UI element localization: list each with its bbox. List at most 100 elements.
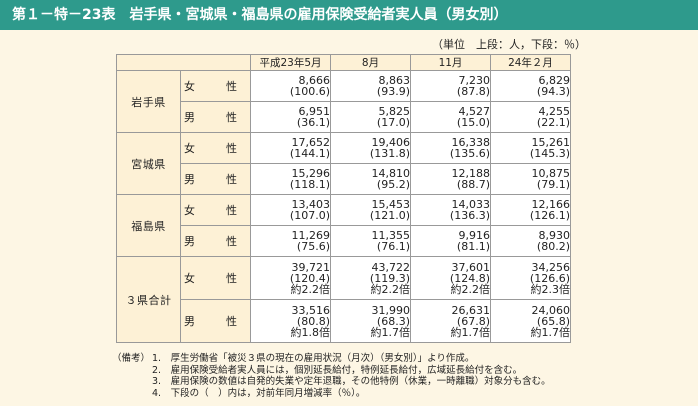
value-cell: 8,666 (100.6) <box>250 70 331 102</box>
rate-value: (119.3) <box>369 271 410 285</box>
count-value: 43,722 <box>371 260 411 274</box>
table-row: 男 性 33,516 (80.8) 約1.8倍 31,990 (68.3) 約1.7倍 26,… <box>117 299 571 343</box>
sex-label: 男 性 <box>180 163 251 195</box>
note-text: 3. 雇用保険の数値は自発的失業や定年退職，その他特例（休業，一時離職）対象分も… <box>152 376 551 387</box>
data-table: 平成23年5月 8月 11月 24年２月 岩手県女 性 8,666 (100.6) 8… <box>116 54 571 343</box>
count-value: 26,631 <box>451 303 491 317</box>
rate-value: (118.1) <box>289 178 330 191</box>
count-value: 15,296 <box>291 167 331 180</box>
rate-value: (126.1) <box>529 209 570 222</box>
column-header: 平成23年5月 <box>250 54 331 71</box>
value-cell: 14,810 (95.2) <box>330 163 411 195</box>
count-value: 31,990 <box>371 303 411 317</box>
ratio-value: 約2.2倍 <box>290 282 331 296</box>
table-body: 岩手県女 性 8,666 (100.6) 8,863 (93.9) 7,230 (87.8)… <box>116 70 571 343</box>
unit-label: （単位 上段：人，下段：％） <box>432 38 586 51</box>
table-title: 第１－特－23表 岩手県・宮城県・福島県の雇用保険受給者実人員（男女別） <box>0 0 698 30</box>
rate-value: (95.2) <box>376 178 410 191</box>
ratio-value: 約2.2倍 <box>450 282 491 296</box>
value-cell: 17,652 (144.1) <box>250 132 331 164</box>
sex-label: 男 性 <box>180 101 251 133</box>
value-cell: 14,033 (136.3) <box>410 194 491 226</box>
value-cell: 33,516 (80.8) 約1.8倍 <box>250 299 331 343</box>
rate-value: (120.4) <box>289 271 330 285</box>
value-cell: 13,403 (107.0) <box>250 194 331 226</box>
count-value: 33,516 <box>291 303 331 317</box>
note-item: 4. 下段の（ ）内は，対前年同月増減率（％）。 <box>112 388 551 400</box>
value-cell: 16,338 (135.6) <box>410 132 491 164</box>
note-item: 3. 雇用保険の数値は自発的失業や定年退職，その他特例（休業，一時離職）対象分も… <box>112 376 551 388</box>
rate-value: (94.3) <box>536 85 570 98</box>
rate-value: (17.0) <box>376 116 410 129</box>
note-item: （備考） 1. 厚生労働省「被災３県の現在の雇用状況（月次）（男女別）」より作成… <box>112 353 551 365</box>
count-value: 7,230 <box>458 74 491 87</box>
count-value: 6,951 <box>298 105 331 118</box>
sex-label: 男 性 <box>180 299 251 343</box>
sex-label: 女 性 <box>180 194 251 226</box>
value-cell: 34,256 (126.6) 約2.3倍 <box>490 256 571 300</box>
count-value: 9,916 <box>458 229 491 242</box>
value-cell: 9,916 (81.1) <box>410 225 491 257</box>
value-cell: 8,863 (93.9) <box>330 70 411 102</box>
prefecture-label: 福島県 <box>116 194 181 257</box>
rate-value: (131.8) <box>369 147 410 160</box>
rate-value: (22.1) <box>536 116 570 129</box>
count-value: 4,527 <box>458 105 491 118</box>
note-text: 1. 厚生労働省「被災３県の現在の雇用状況（月次）（男女別）」より作成。 <box>152 353 475 364</box>
rate-value: (80.2) <box>536 240 570 253</box>
value-cell: 15,261 (145.3) <box>490 132 571 164</box>
table-row: 男 性 6,951 (36.1) 5,825 (17.0) 4,527 (15.0) 4,25… <box>117 101 571 133</box>
rate-value: (81.1) <box>456 240 490 253</box>
count-value: 16,338 <box>451 136 491 149</box>
column-header: 11月 <box>410 54 491 71</box>
count-value: 5,825 <box>378 105 411 118</box>
note-text: 2. 雇用保険受給者実人員には，個別延長給付，特例延長給付，広域延長給付を含む。 <box>152 364 523 376</box>
ratio-value: 約1.7倍 <box>370 325 411 339</box>
value-cell: 10,875 (79.1) <box>490 163 571 195</box>
prefecture-label: 宮城県 <box>116 132 181 195</box>
count-value: 34,256 <box>531 260 571 274</box>
note-item: 2. 雇用保険受給者実人員には，個別延長給付，特例延長給付，広域延長給付を含む。 <box>112 365 551 377</box>
count-value: 19,406 <box>371 136 411 149</box>
count-value: 24,060 <box>531 303 571 317</box>
value-cell: 11,269 (75.6) <box>250 225 331 257</box>
table-row: 男 性 15,296 (118.1) 14,810 (95.2) 12,188 (88.7)… <box>117 163 571 195</box>
count-value: 11,355 <box>371 229 411 242</box>
rate-value: (67.8) <box>456 314 490 328</box>
count-value: 39,721 <box>291 260 331 274</box>
ratio-value: 約1.7倍 <box>450 325 491 339</box>
count-value: 12,166 <box>531 198 571 211</box>
table-row: ３県合計女 性 39,721 (120.4) 約2.2倍 43,722 (119.3) 約2… <box>116 256 571 343</box>
count-value: 15,261 <box>531 136 571 149</box>
table-row: 宮城県女 性 17,652 (144.1) 19,406 (131.8) 16,338 (1… <box>116 132 571 195</box>
value-cell: 43,722 (119.3) 約2.2倍 <box>330 256 411 300</box>
value-cell: 6,829 (94.3) <box>490 70 571 102</box>
sex-label: 女 性 <box>180 70 251 102</box>
rate-value: (80.8) <box>296 314 330 328</box>
rate-value: (36.1) <box>296 116 330 129</box>
sex-label: 男 性 <box>180 225 251 257</box>
count-value: 4,255 <box>538 105 571 118</box>
prefecture-label: ３県合計 <box>116 256 181 343</box>
value-cell: 31,990 (68.3) 約1.7倍 <box>330 299 411 343</box>
rate-value: (88.7) <box>456 178 490 191</box>
column-header: 24年２月 <box>490 54 571 71</box>
rate-value: (15.0) <box>456 116 490 129</box>
rate-value: (107.0) <box>289 209 330 222</box>
header-corner <box>116 54 251 71</box>
rate-value: (68.3) <box>376 314 410 328</box>
table-row: 男 性 11,269 (75.6) 11,355 (76.1) 9,916 (81.1) 8,… <box>117 225 571 257</box>
rate-value: (136.3) <box>449 209 490 222</box>
value-cell: 37,601 (124.8) 約2.2倍 <box>410 256 491 300</box>
count-value: 8,666 <box>298 74 331 87</box>
value-cell: 19,406 (131.8) <box>330 132 411 164</box>
count-value: 17,652 <box>291 136 331 149</box>
column-header: 8月 <box>330 54 411 71</box>
ratio-value: 約1.8倍 <box>290 325 331 339</box>
value-cell: 5,825 (17.0) <box>330 101 411 133</box>
value-cell: 8,930 (80.2) <box>490 225 571 257</box>
count-value: 14,033 <box>451 198 491 211</box>
prefecture-label: 岩手県 <box>116 70 181 133</box>
value-cell: 6,951 (36.1) <box>250 101 331 133</box>
sex-label: 女 性 <box>180 132 251 164</box>
